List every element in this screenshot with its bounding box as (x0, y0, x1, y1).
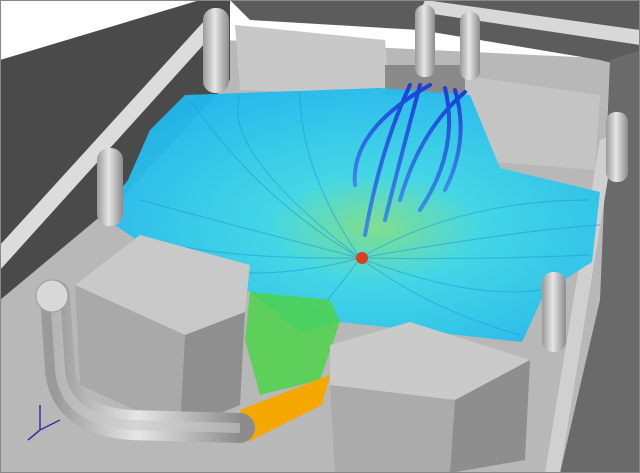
back-right-box (460, 75, 600, 170)
pillars (97, 5, 628, 352)
pipe-end (35, 279, 69, 313)
front-right-box-side (330, 385, 455, 473)
front-left-box-top (75, 235, 250, 335)
front-left-box-face (180, 312, 245, 430)
front-left-box-side (75, 285, 185, 430)
front-right-box-face (450, 360, 530, 473)
axis-icon (27, 405, 61, 441)
front-right-box-top (330, 322, 530, 400)
right-rail (545, 135, 615, 473)
back-rail (420, 0, 640, 45)
duct-flow (240, 375, 330, 442)
left-rail (0, 20, 215, 270)
jets (352, 83, 467, 237)
back-left-box (235, 25, 390, 95)
plume (245, 292, 340, 395)
pipe-highlight (50, 294, 241, 433)
source (356, 252, 368, 264)
